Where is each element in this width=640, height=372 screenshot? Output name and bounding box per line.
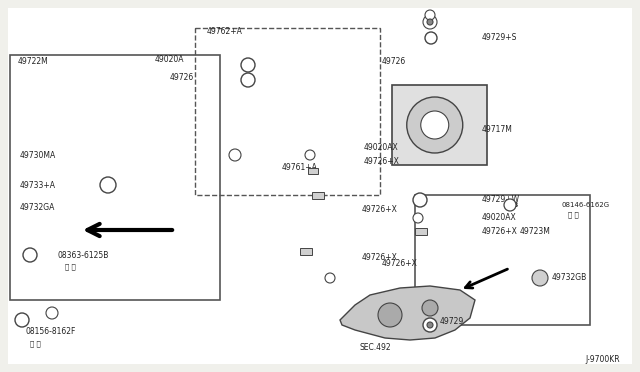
Bar (10, 55, 220, 300)
Text: 08156-8162F: 08156-8162F (25, 327, 76, 337)
Circle shape (325, 273, 335, 283)
Text: 49726+X: 49726+X (482, 228, 518, 237)
Bar (312, 192, 324, 199)
Text: J-9700KR: J-9700KR (586, 356, 620, 365)
Circle shape (422, 300, 438, 316)
Polygon shape (340, 286, 475, 340)
Text: SEC.490: SEC.490 (422, 121, 454, 129)
Text: 49726+X: 49726+X (382, 259, 418, 267)
Text: 49020AX: 49020AX (482, 214, 516, 222)
Text: 49762+A: 49762+A (207, 28, 243, 36)
Text: 49729+S: 49729+S (482, 33, 517, 42)
Text: 49020AX: 49020AX (364, 144, 399, 153)
Text: 49717M: 49717M (482, 125, 513, 135)
Bar (415, 195, 590, 325)
Text: 49733+A: 49733+A (20, 180, 56, 189)
Text: 49726+X: 49726+X (362, 253, 398, 263)
Circle shape (425, 10, 435, 20)
Circle shape (425, 32, 437, 44)
Bar (415, 228, 427, 235)
Text: 08146-6162G: 08146-6162G (562, 202, 610, 208)
Text: 49726+X: 49726+X (362, 205, 398, 215)
Text: （ ）: （ ） (65, 264, 76, 270)
Text: B: B (19, 317, 24, 323)
Text: SEC.492: SEC.492 (360, 343, 392, 353)
Text: 49730MA: 49730MA (20, 151, 56, 160)
Circle shape (229, 149, 241, 161)
Circle shape (413, 193, 427, 207)
Bar (195, 28, 380, 195)
Circle shape (532, 270, 548, 286)
Circle shape (423, 318, 437, 332)
Bar (308, 168, 318, 174)
Circle shape (423, 15, 437, 29)
Circle shape (23, 248, 37, 262)
Circle shape (420, 111, 449, 139)
Circle shape (427, 322, 433, 328)
Text: 49723M: 49723M (520, 228, 551, 237)
Circle shape (407, 97, 463, 153)
Circle shape (15, 313, 29, 327)
Text: 49729: 49729 (440, 317, 464, 327)
Circle shape (100, 177, 116, 193)
Text: B: B (512, 202, 517, 208)
Circle shape (427, 19, 433, 25)
Text: 49020A: 49020A (155, 55, 184, 64)
Text: 08363-6125B: 08363-6125B (58, 250, 109, 260)
Text: 49726+X: 49726+X (364, 157, 400, 167)
Text: B: B (26, 252, 31, 258)
Circle shape (241, 73, 255, 87)
Circle shape (378, 303, 402, 327)
Text: 49732GA: 49732GA (20, 203, 56, 212)
Text: 49729+W: 49729+W (482, 196, 520, 205)
Circle shape (46, 307, 58, 319)
Circle shape (413, 213, 423, 223)
Text: （ ）: （ ） (30, 341, 41, 347)
Bar (300, 248, 312, 255)
Text: （ ）: （ ） (568, 212, 579, 218)
Text: 49726: 49726 (382, 58, 406, 67)
Circle shape (504, 199, 516, 211)
Text: 49726: 49726 (170, 74, 195, 83)
Circle shape (241, 58, 255, 72)
Text: 49761+A: 49761+A (282, 164, 318, 173)
Text: 49722M: 49722M (18, 58, 49, 67)
Text: 49732GB: 49732GB (552, 273, 588, 282)
Circle shape (305, 150, 315, 160)
Bar (392, 85, 487, 165)
